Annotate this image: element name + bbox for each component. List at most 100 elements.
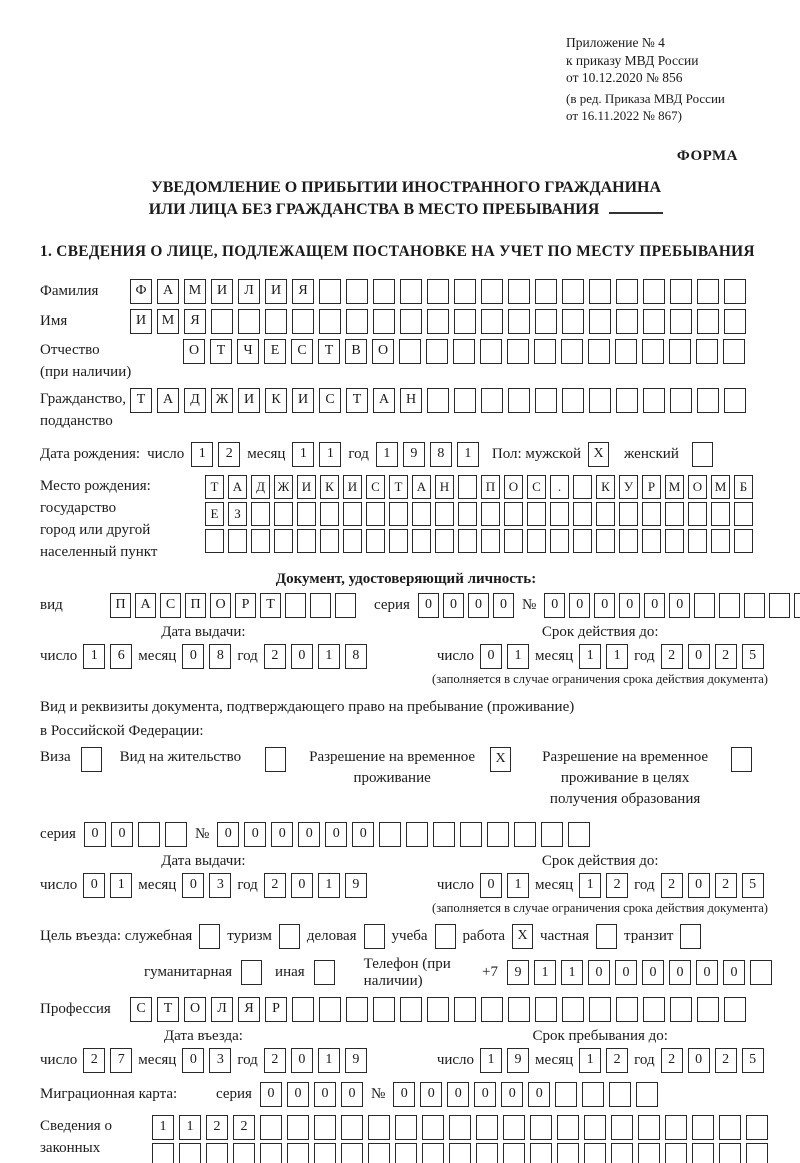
char-cell[interactable]: 1 <box>191 441 214 467</box>
char-cell[interactable]: 2 <box>660 872 683 898</box>
char-cell[interactable] <box>557 1114 579 1140</box>
char-cell[interactable] <box>412 528 431 553</box>
char-cell[interactable] <box>541 821 564 847</box>
char-cell[interactable] <box>400 308 422 334</box>
char-cell[interactable] <box>688 528 707 553</box>
char-cell[interactable]: 0 <box>544 592 566 618</box>
char-cell[interactable] <box>589 278 611 304</box>
char-cell[interactable]: 0 <box>480 643 503 669</box>
char-cell[interactable] <box>504 501 523 526</box>
char-cell[interactable] <box>164 821 187 847</box>
char-cell[interactable]: 0 <box>723 960 745 986</box>
char-cell[interactable]: С <box>291 338 313 364</box>
char-cell[interactable] <box>366 501 385 526</box>
char-cell[interactable] <box>310 592 331 618</box>
char-cell[interactable]: О <box>210 592 231 618</box>
char-cell[interactable]: 0 <box>286 1081 309 1107</box>
char-cell[interactable] <box>320 501 339 526</box>
char-cell[interactable] <box>233 1142 255 1163</box>
char-cell[interactable] <box>508 278 530 304</box>
char-cell[interactable]: 0 <box>447 1081 470 1107</box>
char-cell[interactable] <box>669 338 691 364</box>
char-cell[interactable]: 1 <box>292 441 315 467</box>
char-cell[interactable]: 0 <box>594 592 616 618</box>
char-cell[interactable] <box>427 308 449 334</box>
char-cell[interactable]: 3 <box>209 872 232 898</box>
char-cell[interactable]: 0 <box>325 821 348 847</box>
char-cell[interactable]: 2 <box>233 1114 255 1140</box>
char-cell[interactable]: Т <box>157 996 179 1022</box>
char-cell[interactable]: С <box>160 592 181 618</box>
char-cell[interactable] <box>449 1114 471 1140</box>
char-cell[interactable]: А <box>228 474 247 499</box>
char-cell[interactable] <box>562 278 584 304</box>
char-cell[interactable] <box>589 996 611 1022</box>
char-cell[interactable]: 0 <box>442 592 464 618</box>
char-cell[interactable] <box>297 528 316 553</box>
char-cell[interactable]: Р <box>642 474 661 499</box>
char-cell[interactable] <box>794 592 800 618</box>
char-cell[interactable] <box>481 501 500 526</box>
char-cell[interactable]: 0 <box>352 821 375 847</box>
char-cell[interactable] <box>535 278 557 304</box>
char-cell[interactable] <box>476 1142 498 1163</box>
char-cell[interactable]: 1 <box>534 960 556 986</box>
char-cell[interactable]: 1 <box>317 1047 340 1073</box>
char-cell[interactable] <box>487 821 510 847</box>
char-cell[interactable] <box>616 387 638 413</box>
char-cell[interactable]: Я <box>238 996 260 1022</box>
char-cell[interactable]: Е <box>264 338 286 364</box>
char-cell[interactable]: 1 <box>83 643 106 669</box>
char-cell[interactable] <box>274 501 293 526</box>
purpose-humanitarian-checkbox[interactable] <box>241 960 263 986</box>
char-cell[interactable] <box>399 338 421 364</box>
char-cell[interactable]: И <box>297 474 316 499</box>
char-cell[interactable] <box>562 308 584 334</box>
char-cell[interactable]: 0 <box>669 592 691 618</box>
purpose-transit-checkbox[interactable] <box>680 923 702 949</box>
char-cell[interactable]: А <box>157 278 179 304</box>
char-cell[interactable] <box>508 996 530 1022</box>
char-cell[interactable] <box>670 387 692 413</box>
char-cell[interactable]: 2 <box>606 872 629 898</box>
char-cell[interactable] <box>638 1114 660 1140</box>
char-cell[interactable]: 1 <box>152 1114 174 1140</box>
char-cell[interactable] <box>619 501 638 526</box>
char-cell[interactable]: И <box>238 387 260 413</box>
char-cell[interactable]: 0 <box>687 872 710 898</box>
char-cell[interactable]: Н <box>400 387 422 413</box>
char-cell[interactable] <box>341 1114 363 1140</box>
char-cell[interactable]: 1 <box>317 643 340 669</box>
temporary-residence-education-checkbox[interactable] <box>731 746 753 772</box>
char-cell[interactable]: 3 <box>209 1047 232 1073</box>
char-cell[interactable] <box>346 308 368 334</box>
char-cell[interactable] <box>638 1142 660 1163</box>
char-cell[interactable]: 2 <box>714 1047 737 1073</box>
char-cell[interactable]: М <box>665 474 684 499</box>
char-cell[interactable] <box>670 308 692 334</box>
char-cell[interactable] <box>260 1114 282 1140</box>
char-cell[interactable] <box>260 1142 282 1163</box>
char-cell[interactable]: Л <box>211 996 233 1022</box>
char-cell[interactable]: А <box>412 474 431 499</box>
char-cell[interactable] <box>724 996 746 1022</box>
char-cell[interactable]: 0 <box>687 1047 710 1073</box>
char-cell[interactable] <box>719 592 741 618</box>
char-cell[interactable] <box>211 308 233 334</box>
char-cell[interactable]: 1 <box>179 1114 201 1140</box>
char-cell[interactable] <box>724 387 746 413</box>
char-cell[interactable] <box>562 387 584 413</box>
char-cell[interactable]: 2 <box>263 643 286 669</box>
char-cell[interactable] <box>297 501 316 526</box>
char-cell[interactable] <box>335 592 356 618</box>
char-cell[interactable] <box>454 996 476 1022</box>
char-cell[interactable] <box>584 1142 606 1163</box>
char-cell[interactable]: Я <box>292 278 314 304</box>
char-cell[interactable]: 1 <box>375 441 398 467</box>
char-cell[interactable] <box>343 501 362 526</box>
char-cell[interactable]: Е <box>205 501 224 526</box>
char-cell[interactable]: 2 <box>606 1047 629 1073</box>
char-cell[interactable] <box>314 1142 336 1163</box>
char-cell[interactable]: К <box>265 387 287 413</box>
char-cell[interactable]: О <box>183 338 205 364</box>
